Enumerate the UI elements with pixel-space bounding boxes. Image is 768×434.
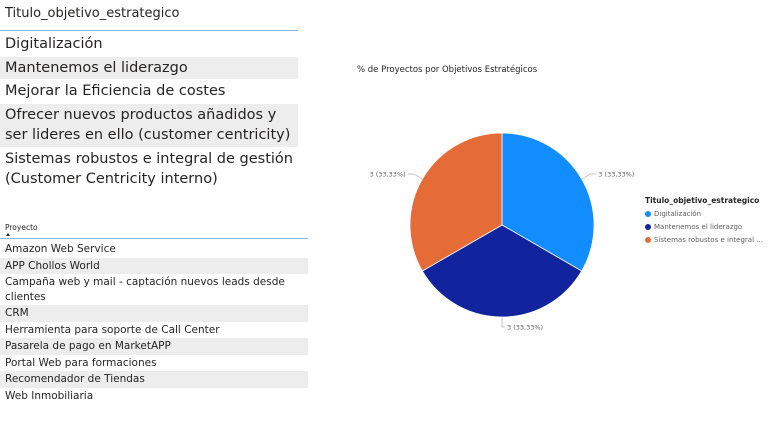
objetivo-slicer: Titulo_objetivo_estrategico Digitalizaci… [0, 0, 298, 192]
proyecto-slicer-list: Amazon Web Service APP Chollos World Campa… [0, 241, 308, 404]
legend-marker-icon [645, 224, 651, 230]
legend-label: Digitalización [654, 210, 702, 218]
pie-data-label: 3 (33,33%) [598, 171, 634, 179]
objetivo-slicer-header: Titulo_objetivo_estrategico [0, 0, 298, 31]
legend-item[interactable]: Sistemas robustos e integral ... [645, 236, 768, 244]
legend-item[interactable]: Mantenemos el liderazgo [645, 223, 768, 231]
objetivo-slicer-title: Titulo_objetivo_estrategico [5, 6, 180, 21]
sort-ascending-icon[interactable] [6, 233, 10, 236]
objetivo-slicer-list: Digitalización Mantenemos el liderazgo Mej… [0, 33, 298, 191]
proyecto-slicer-item[interactable]: APP Chollos World [0, 257, 308, 274]
chart-title: % de Proyectos por Objetivos Estratégico… [357, 65, 538, 75]
legend-marker-icon [645, 211, 651, 217]
objetivo-slicer-item[interactable]: Mejorar la Eficiencia de costes [5, 83, 226, 99]
pie-slice[interactable] [409, 132, 503, 272]
proyecto-slicer-title: Proyecto [5, 223, 38, 232]
chart-legend: Titulo_objetivo_estrategico Digitalizaci… [645, 196, 768, 249]
proyecto-slicer-item[interactable]: Campaña web y mail - captación nuevos le… [5, 276, 285, 303]
proyecto-slicer-header[interactable]: Proyecto [0, 221, 308, 239]
data-label-leader-line [407, 173, 423, 180]
pie-data-label: 3 (33,33%) [507, 324, 543, 332]
proyecto-slicer-item[interactable]: Recomendador de Tiendas [0, 371, 308, 388]
proyecto-slicer-item[interactable]: CRM [0, 305, 308, 322]
legend-items: Digitalización Mantenemos el liderazgo Sis… [645, 210, 768, 244]
objetivo-slicer-item[interactable]: Digitalización [5, 36, 103, 52]
legend-title: Titulo_objetivo_estrategico [645, 196, 760, 205]
data-label-leader-line [501, 317, 505, 328]
objetivo-slicer-item[interactable]: Ofrecer nuevos productos añadidos y ser … [0, 103, 298, 147]
proyecto-slicer-item[interactable]: Pasarela de pago en MarketAPP [0, 338, 308, 355]
pie-data-label: 3 (33,33%) [370, 171, 406, 179]
legend-item[interactable]: Digitalización [645, 210, 768, 218]
objetivo-slicer-item[interactable]: Sistemas robustos e integral de gestión … [5, 150, 293, 188]
legend-label: Mantenemos el liderazgo [654, 223, 743, 231]
pie-slice[interactable] [421, 224, 583, 318]
legend-marker-icon [645, 237, 651, 243]
data-label-leader-line [581, 173, 597, 180]
proyecto-slicer: Proyecto Amazon Web Service APP Chollos W… [0, 221, 308, 404]
proyecto-slicer-item[interactable]: Herramienta para soporte de Call Center [5, 323, 220, 336]
proyecto-slicer-item[interactable]: Web Inmobiliaria [5, 389, 94, 402]
objetivo-slicer-item[interactable]: Mantenemos el liderazgo [0, 56, 298, 79]
proyecto-slicer-item[interactable]: Portal Web para formaciones [5, 356, 157, 369]
legend-label: Sistemas robustos e integral ... [654, 236, 763, 244]
proyecto-slicer-item[interactable]: Amazon Web Service [5, 243, 116, 255]
pie-slice[interactable] [501, 132, 595, 272]
